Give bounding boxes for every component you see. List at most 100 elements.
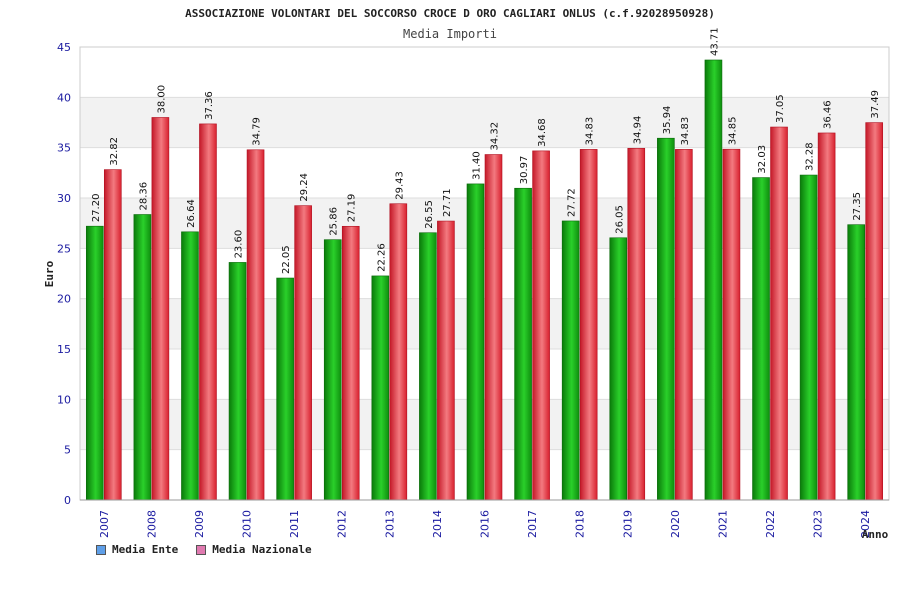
x-tick-label: 2023 — [812, 510, 825, 538]
bar-media-ente — [657, 137, 675, 501]
legend-swatch-media-ente — [96, 544, 106, 555]
data-label: 22.05 — [281, 245, 292, 274]
legend-label-media-ente: Media Ente — [112, 543, 179, 556]
data-label: 43.71 — [709, 27, 720, 56]
x-tick-label: 2010 — [241, 510, 254, 538]
legend-item-media-ente: Media Ente — [96, 543, 178, 556]
bar-media-ente — [181, 231, 199, 501]
x-tick-label: 2021 — [716, 510, 729, 538]
legend-item-media-nazionale: Media Nazionale — [196, 543, 312, 556]
data-label: 31.40 — [472, 151, 483, 180]
data-label: 34.79 — [252, 117, 263, 146]
data-label: 26.64 — [186, 199, 197, 228]
x-axis-ticks: 2007 2008 2009 2010 2011 2012 2013 2014 2016 2017… — [98, 510, 872, 538]
bar-media-ente — [276, 277, 294, 501]
x-tick-label: 2022 — [764, 510, 777, 538]
x-tick-label: 2012 — [336, 510, 349, 538]
bar-media-ente — [704, 59, 723, 501]
data-label: 27.35 — [852, 192, 863, 221]
data-label: 37.05 — [775, 94, 786, 123]
bar-media-nazionale — [770, 126, 788, 501]
bar-media-ente — [228, 262, 247, 501]
data-label: 26.05 — [614, 205, 625, 234]
x-tick-label: 2024 — [859, 510, 872, 538]
data-label: 32.28 — [805, 142, 816, 171]
data-label: 38.00 — [156, 85, 167, 114]
bar-media-nazionale — [151, 117, 170, 501]
bar-media-nazionale — [246, 149, 265, 501]
x-tick-label: 2016 — [479, 510, 492, 538]
bar-media-nazionale — [722, 148, 741, 501]
y-tick-label: 15 — [57, 343, 71, 356]
legend-swatch-media-nazionale — [196, 544, 207, 555]
bar-media-nazionale — [627, 147, 646, 501]
y-tick-label: 35 — [57, 142, 71, 155]
y-tick-label: 40 — [57, 91, 71, 104]
bars — [85, 59, 884, 501]
data-label: 27.71 — [442, 188, 453, 217]
bar-media-nazionale — [199, 123, 217, 501]
bar-media-ente — [752, 177, 770, 501]
x-tick-label: 2009 — [193, 510, 206, 538]
data-label: 34.83 — [585, 117, 596, 146]
data-label: 34.32 — [490, 122, 501, 151]
bar-media-nazionale — [103, 169, 122, 501]
data-label: 30.97 — [519, 156, 530, 185]
data-label: 36.46 — [823, 100, 834, 129]
data-label: 23.60 — [234, 230, 245, 259]
bar-media-nazionale — [294, 205, 312, 501]
y-tick-label: 5 — [64, 444, 71, 457]
y-tick-label: 10 — [57, 393, 71, 406]
data-label: 32.03 — [757, 145, 768, 174]
data-label: 35.94 — [662, 106, 673, 135]
bar-media-ente — [847, 224, 866, 501]
data-label: 27.20 — [91, 194, 102, 223]
y-tick-label: 20 — [57, 293, 71, 306]
data-label: 34.94 — [632, 116, 643, 145]
data-label: 27.72 — [567, 188, 578, 217]
bar-media-ente — [466, 183, 485, 501]
x-tick-label: 2018 — [574, 510, 587, 538]
bar-media-ente — [85, 225, 104, 501]
chart-subtitle: Media Importi — [403, 27, 497, 41]
data-label: 29.43 — [394, 171, 405, 200]
y-axis-ticks: 0 5 10 15 20 25 30 35 40 45 — [57, 41, 71, 507]
data-label: 29.24 — [299, 173, 310, 202]
bar-media-ente — [371, 275, 390, 501]
bar-media-ente — [609, 237, 628, 501]
data-label: 28.36 — [138, 182, 149, 211]
x-tick-label: 2011 — [288, 510, 301, 538]
bar-media-ente — [514, 187, 532, 501]
bar-media-nazionale — [532, 150, 550, 501]
data-label: 26.55 — [424, 200, 435, 229]
bar-media-nazionale — [579, 149, 598, 501]
data-label: 37.49 — [870, 90, 881, 119]
data-label: 25.86 — [329, 207, 340, 236]
bar-media-ente — [419, 232, 437, 501]
bar-media-ente — [323, 239, 342, 501]
bar-media-nazionale — [484, 154, 503, 501]
x-tick-label: 2007 — [98, 510, 111, 538]
x-tick-label: 2017 — [526, 510, 539, 538]
data-label: 27.19 — [347, 194, 358, 223]
chart-title: ASSOCIAZIONE VOLONTARI DEL SOCCORSO CROC… — [185, 7, 715, 20]
x-tick-label: 2020 — [669, 510, 682, 538]
x-tick-label: 2014 — [431, 510, 444, 538]
x-tick-label: 2019 — [621, 510, 634, 538]
data-labels: 27.20 32.82 28.36 38.00 26.64 37.36 23.60 34.79… — [91, 27, 881, 274]
bar-media-nazionale — [437, 220, 455, 501]
bar-media-nazionale — [675, 149, 693, 501]
y-tick-label: 25 — [57, 242, 71, 255]
bar-media-ente — [561, 220, 580, 501]
y-axis-label: Euro — [43, 260, 56, 287]
legend-label-media-nazionale: Media Nazionale — [212, 543, 312, 556]
bar-media-nazionale — [865, 122, 884, 501]
y-tick-label: 0 — [64, 494, 71, 507]
bar-media-nazionale — [817, 132, 836, 501]
bar-media-ente — [133, 214, 152, 501]
data-label: 34.83 — [680, 117, 691, 146]
x-tick-label: 2013 — [383, 510, 396, 538]
data-label: 37.36 — [204, 91, 215, 120]
x-tick-label: 2008 — [145, 510, 158, 538]
